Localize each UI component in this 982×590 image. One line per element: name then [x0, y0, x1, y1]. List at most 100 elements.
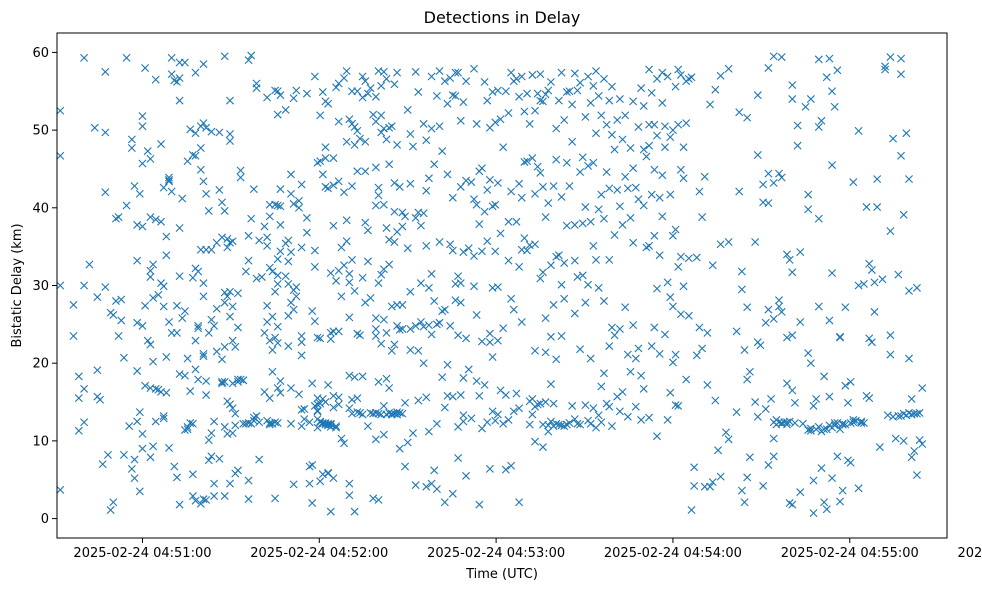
data-point: [199, 60, 208, 69]
data-point: [273, 87, 282, 96]
data-point: [806, 426, 815, 435]
data-point: [212, 347, 221, 356]
data-point: [886, 350, 895, 359]
data-point: [796, 248, 805, 257]
data-point: [175, 96, 184, 105]
data-point: [881, 65, 890, 74]
data-point: [212, 304, 221, 313]
data-point: [207, 127, 216, 136]
data-point: [316, 334, 325, 343]
data-point: [379, 315, 388, 324]
data-point: [226, 479, 234, 488]
data-point: [114, 332, 123, 340]
data-point: [459, 248, 468, 257]
data-point: [897, 54, 906, 63]
data-point: [653, 74, 662, 83]
data-point: [342, 216, 351, 225]
data-point: [350, 140, 359, 149]
data-point: [358, 93, 367, 102]
data-point: [528, 70, 537, 79]
data-point: [220, 492, 229, 501]
data-point: [557, 332, 566, 340]
data-point: [324, 99, 333, 108]
data-point: [430, 160, 439, 169]
data-point: [119, 450, 128, 459]
data-point: [557, 192, 566, 201]
data-point: [130, 182, 139, 191]
data-point: [239, 376, 248, 385]
data-point: [199, 349, 208, 358]
data-point: [393, 408, 402, 417]
data-point: [796, 318, 805, 327]
data-point: [348, 395, 356, 404]
data-point: [371, 332, 380, 340]
data-point: [334, 400, 343, 409]
data-point: [80, 281, 89, 290]
data-point: [546, 332, 555, 341]
data-point: [329, 221, 338, 230]
data-point: [446, 240, 455, 249]
data-point: [605, 342, 614, 351]
data-point: [332, 83, 341, 92]
data-point: [639, 201, 648, 210]
data-point: [387, 302, 396, 311]
data-point: [485, 175, 494, 184]
data-point: [647, 342, 656, 351]
data-point: [740, 345, 749, 354]
data-point: [186, 419, 195, 428]
data-point: [610, 145, 619, 154]
data-point: [180, 371, 189, 380]
data-point: [157, 140, 166, 149]
data-point: [570, 220, 579, 229]
data-point: [655, 251, 664, 260]
data-point: [411, 213, 420, 222]
data-point: [512, 389, 521, 398]
data-point: [310, 246, 319, 255]
data-point: [308, 499, 317, 508]
data-point: [318, 170, 327, 179]
data-point: [440, 498, 449, 507]
data-point: [894, 412, 903, 421]
data-point: [456, 116, 465, 125]
data-point: [910, 446, 919, 455]
data-point: [462, 334, 471, 343]
data-point: [151, 75, 160, 84]
data-point: [687, 73, 696, 82]
data-point: [554, 96, 563, 105]
data-point: [321, 398, 330, 407]
data-point: [337, 434, 346, 443]
data-point: [218, 233, 227, 242]
data-point: [403, 438, 412, 447]
data-point: [411, 67, 420, 76]
data-point: [252, 274, 261, 283]
data-point: [300, 405, 309, 414]
data-point: [371, 314, 380, 323]
data-point: [867, 265, 876, 274]
data-point: [56, 151, 65, 160]
data-point: [843, 398, 852, 407]
data-point: [164, 443, 173, 452]
data-point: [639, 102, 648, 111]
data-point: [340, 439, 349, 448]
data-point: [764, 305, 773, 314]
data-point: [499, 419, 508, 428]
data-point: [106, 506, 115, 515]
data-point: [371, 117, 380, 126]
data-point: [271, 418, 280, 427]
data-point: [668, 302, 677, 311]
data-point: [525, 420, 534, 429]
data-point: [634, 195, 643, 204]
data-point: [164, 177, 173, 186]
data-point: [470, 251, 478, 260]
data-point: [745, 367, 754, 376]
data-point: [133, 366, 142, 375]
data-point: [332, 422, 341, 431]
data-point: [891, 434, 900, 443]
data-point: [411, 481, 420, 490]
data-point: [451, 296, 460, 305]
data-point: [546, 380, 555, 389]
data-point: [531, 189, 539, 198]
data-point: [324, 184, 333, 193]
data-point: [363, 89, 372, 98]
data-point: [724, 64, 733, 73]
